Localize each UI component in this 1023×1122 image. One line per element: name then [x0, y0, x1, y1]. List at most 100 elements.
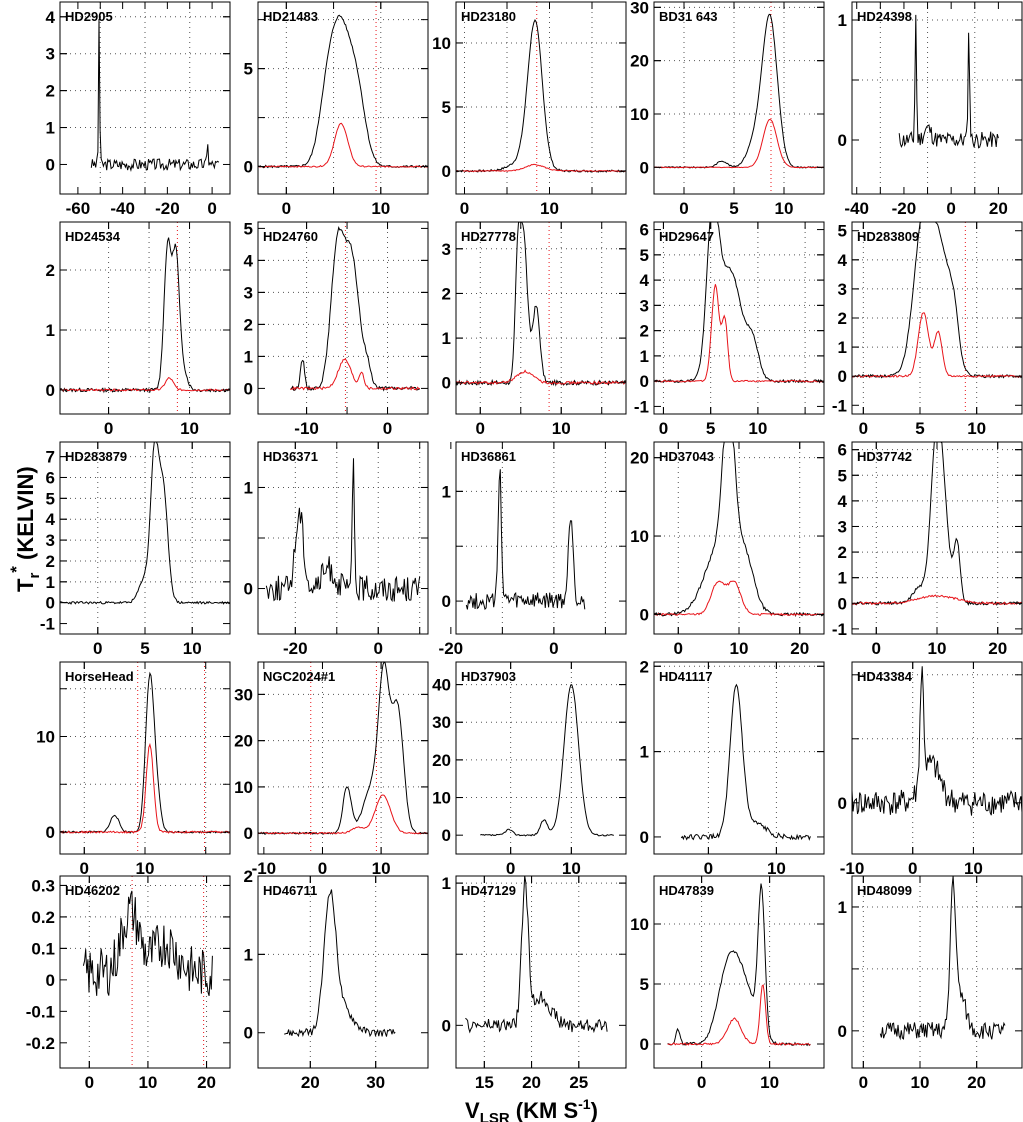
y-tick-label: 0 [442, 162, 451, 181]
panel-frame [851, 875, 1023, 1069]
panel-hd47129: 15 20 25 0 1 HD47129 [442, 874, 627, 1092]
y-tick-label: 3 [838, 517, 847, 536]
x-tick-label: 15 [475, 1073, 494, 1092]
y-tick-label: 20 [234, 732, 253, 751]
panel-hd48099: 0 10 20 0 1 HD48099 [838, 875, 1023, 1092]
y-tick-label: -1 [40, 615, 55, 634]
y-tick-label: 0 [838, 1022, 847, 1041]
isotope-spectrum [653, 118, 825, 169]
y-tick-label: 1 [838, 338, 847, 357]
y-axis-title-sub: r [26, 573, 43, 579]
y-tick-label: 0 [838, 131, 847, 150]
x-tick-label: 0 [659, 419, 668, 438]
x-tick-label: 30 [366, 1073, 385, 1092]
x-tick-label: 0 [908, 859, 917, 878]
x-tick-label: 10 [964, 859, 983, 878]
co-spectrum [680, 683, 811, 841]
panel-frame [851, 661, 1023, 855]
x-tick-label: 5 [140, 639, 149, 658]
y-tick-label: 1 [46, 573, 55, 592]
y-tick-label: 4 [640, 271, 650, 290]
x-tick-label: 20 [790, 639, 809, 658]
panel-label: HD36371 [263, 449, 318, 464]
x-tick-label: 20 [301, 1073, 320, 1092]
panel-hd283809: 0 5 10 -1 0 1 2 3 4 5 HD283809 [832, 221, 1023, 438]
panel-frame [455, 875, 627, 1069]
x-tick-label: 10 [138, 1073, 157, 1092]
y-tick-label: 0 [244, 379, 253, 398]
x-tick-label: 0 [946, 199, 955, 218]
panel-frame [257, 875, 429, 1069]
x-tick-label: 0 [383, 419, 392, 438]
panel-hd41117: 0 10 0 1 2 HD41117 [640, 657, 825, 878]
y-tick-label: 20 [630, 449, 649, 468]
panel-ngc2024-1: -10 0 10 0 10 20 30 NGC2024#1 [234, 661, 429, 878]
panel-label: HD24398 [857, 9, 912, 24]
y-tick-label: 3 [46, 45, 55, 64]
panel-bd31-643: 0 5 10 0 10 20 30 BD31 643 [630, 0, 825, 218]
y-tick-label: 0 [442, 826, 451, 845]
x-tick-label: 10 [730, 639, 749, 658]
x-tick-label: 10 [760, 1073, 779, 1092]
panel-hd27778: 0 10 0 1 2 3 HD27778 [442, 221, 627, 438]
panel-hd283879: 0 5 10 -1 0 1 2 3 4 5 67 HD283879 [40, 441, 231, 658]
co-spectrum [82, 890, 213, 996]
panel-frame [455, 1, 627, 195]
isotope-spectrum [59, 377, 231, 392]
panel-hd24534: 0 10 0 1 2 HD24534 [46, 221, 231, 438]
y-tick-label: 10 [630, 527, 649, 546]
y-tick-label: 30 [432, 713, 451, 732]
panel-label: HD23180 [461, 9, 516, 24]
y-tick-label: 0 [244, 158, 253, 177]
x-tick-label: 20 [522, 1073, 541, 1092]
x-tick-label: 10 [371, 199, 390, 218]
x-tick-label: 0 [549, 639, 558, 658]
y-tick-label: 4 [838, 492, 848, 511]
panel-hd2905: -60 -40 -20 0 0 1 2 3 4 HD2905 [46, 1, 231, 218]
x-tick-label: -20 [283, 639, 308, 658]
y-tick-label: 6 [838, 441, 847, 460]
y-tick-label: 10 [432, 789, 451, 808]
isotope-spectrum [653, 580, 825, 617]
co-spectrum [465, 875, 608, 1034]
isotope-spectrum [653, 284, 824, 383]
x-axis-title-close: ) [591, 1098, 598, 1122]
panel-hd36371: -20 0 0 1 HD36371 [244, 441, 429, 658]
x-tick-label: 0 [85, 1073, 94, 1092]
x-tick-label: 0 [374, 639, 383, 658]
y-tick-label: 1 [442, 329, 451, 348]
isotope-spectrum [257, 122, 429, 168]
y-tick-label: 0 [244, 580, 253, 599]
y-tick-label: -0.1 [26, 1002, 55, 1021]
panel-label: HD41117 [659, 669, 713, 684]
panel-frame [653, 661, 825, 855]
y-tick-label: 1 [442, 874, 451, 893]
panel-label: HD47839 [659, 883, 714, 898]
panel-label: HD48099 [857, 883, 912, 898]
y-tick-label: 0 [46, 594, 55, 613]
y-axis-title-sup: * [7, 566, 26, 573]
y-tick-label: -1 [832, 620, 847, 639]
x-tick-label: 20 [988, 639, 1007, 658]
panel-frame [257, 661, 429, 855]
y-tick-label: 1 [838, 569, 847, 588]
x-tick-label: 10 [967, 419, 986, 438]
x-tick-label: -20 [155, 199, 180, 218]
co-spectrum [851, 441, 1023, 606]
y-tick-label: 1 [640, 347, 649, 366]
panel-frame [851, 1, 1023, 195]
co-spectrum [653, 221, 825, 384]
y-tick-label: 0 [640, 372, 649, 391]
y-tick-label: 0 [442, 374, 451, 393]
x-tick-label: 0 [93, 639, 102, 658]
y-tick-label: 1 [244, 478, 253, 497]
y-tick-label: 2 [838, 309, 847, 328]
co-spectrum [265, 458, 421, 603]
co-spectrum [852, 221, 1023, 379]
y-tick-label: 0 [640, 1035, 649, 1054]
y-tick-label: 1 [838, 11, 847, 30]
x-tick-label: 0 [697, 1073, 706, 1092]
co-spectrum [879, 875, 1006, 1041]
x-tick-label: 10 [911, 1073, 930, 1092]
isotope-spectrum [851, 312, 1023, 378]
